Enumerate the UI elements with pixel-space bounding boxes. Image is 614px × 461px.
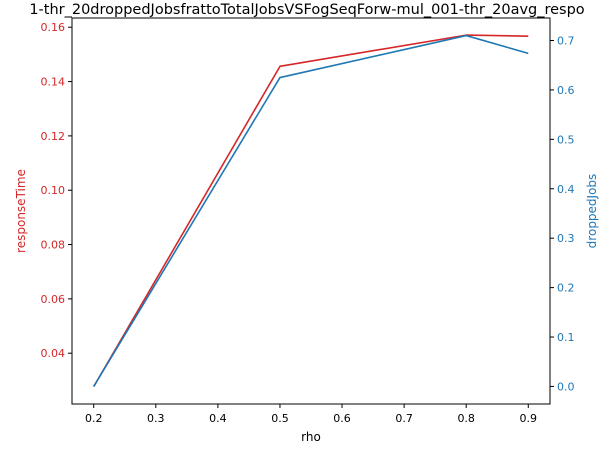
- plot-frame: [71, 17, 551, 405]
- x-tick-label: 0.5: [271, 412, 289, 425]
- left-y-tick-label: 0.12: [41, 130, 66, 143]
- x-tick-label: 0.7: [395, 412, 413, 425]
- right-y-tick-label: 0.1: [557, 331, 575, 344]
- x-tick-label: 0.2: [85, 412, 103, 425]
- right-y-tick-label: 0.5: [557, 133, 575, 146]
- right-y-tick-label: 0.2: [557, 282, 575, 295]
- left-y-axis-label: responseTime: [14, 169, 28, 253]
- left-y-tick-label: 0.06: [41, 293, 66, 306]
- right-y-tick-label: 0.7: [557, 34, 575, 47]
- x-axis-label: rho: [301, 430, 321, 444]
- chart-title: 1-thr_20droppedJobsfrattoTotalJobsVSFogS…: [29, 2, 584, 18]
- series-layer: [93, 34, 529, 388]
- left-y-tick-label: 0.04: [41, 347, 66, 360]
- left-y-tick-label: 0.08: [41, 239, 66, 252]
- right-y-axis: 0.0 0.1 0.2 0.3 0.4 0.5 0.6 0.7: [550, 34, 575, 393]
- right-y-tick-label: 0.3: [557, 232, 575, 245]
- right-y-tick-label: 0.4: [557, 183, 575, 196]
- left-y-tick-label: 0.10: [41, 184, 66, 197]
- x-tick-label: 0.6: [333, 412, 351, 425]
- right-y-tick-label: 0.0: [557, 380, 575, 393]
- x-tick-label: 0.4: [209, 412, 227, 425]
- left-y-tick-label: 0.14: [41, 76, 66, 89]
- left-y-axis: 0.04 0.06 0.08 0.10 0.12 0.14 0.16: [41, 21, 72, 360]
- right-y-axis-label: droppedJobs: [585, 174, 599, 249]
- x-tick-label: 0.8: [457, 412, 475, 425]
- right-y-tick-label: 0.6: [557, 84, 575, 97]
- x-tick-label: 0.3: [147, 412, 165, 425]
- x-tick-label: 0.9: [520, 412, 538, 425]
- x-axis: 0.2 0.3 0.4 0.5 0.6 0.7 0.8 0.9: [85, 404, 537, 425]
- series-line-response-time: [93, 34, 529, 388]
- left-y-tick-label: 0.16: [41, 21, 66, 34]
- series-line-dropped-jobs: [93, 34, 529, 387]
